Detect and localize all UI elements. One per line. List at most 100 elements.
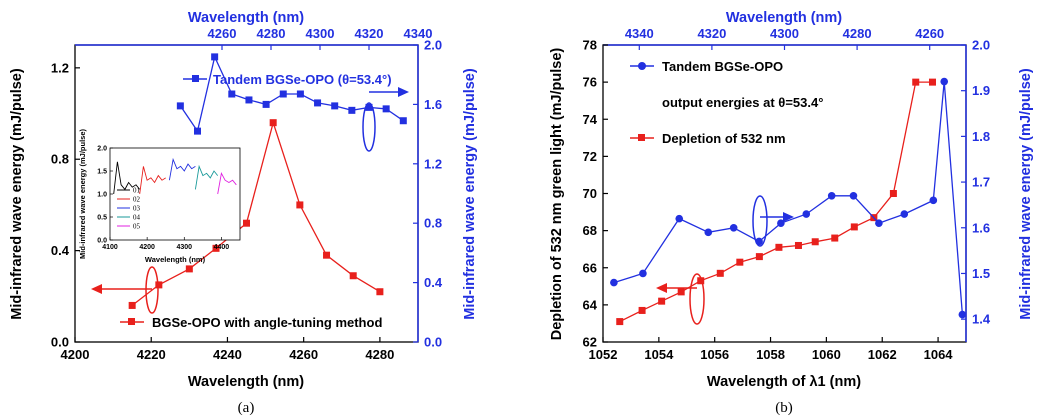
y-tick-label: 78 bbox=[583, 38, 597, 53]
data-point bbox=[900, 210, 909, 218]
y-tick-label: 68 bbox=[583, 223, 597, 238]
right-y-tick-label: 0.4 bbox=[424, 275, 443, 290]
data-point bbox=[704, 228, 713, 237]
x-tick-label: 1062 bbox=[868, 347, 897, 362]
x-tick-label: 4220 bbox=[137, 347, 166, 362]
y-tick-label: 0.0 bbox=[51, 335, 69, 350]
inset-series-line bbox=[139, 166, 166, 195]
data-point bbox=[212, 244, 220, 252]
data-point bbox=[365, 103, 373, 111]
inset-legend-label: 04 bbox=[133, 214, 141, 222]
panel-a-legend-tandem: Tandem BGSe-OPO (θ=53.4°) bbox=[183, 72, 392, 87]
y-tick-label: 62 bbox=[583, 335, 597, 350]
panel-a-ellipse-red-annotation bbox=[91, 266, 159, 314]
panel-b: 1052 1054 1056 1058 1060 1062 1064 62 64 66 68 70 7… bbox=[549, 10, 1034, 416]
data-point bbox=[777, 219, 785, 227]
right-y-tick-label: 0.0 bbox=[424, 335, 442, 350]
panel-b-y-label: Depletion of 532 nm green light (mJ/puls… bbox=[549, 48, 565, 341]
top-x-tick-label: 4300 bbox=[306, 26, 335, 41]
inset-legend-label: 03 bbox=[133, 205, 141, 213]
y-tick-label: 0.4 bbox=[51, 243, 70, 258]
data-point bbox=[211, 53, 219, 61]
y-tick-label: 64 bbox=[583, 297, 598, 312]
panel-b-frame bbox=[602, 44, 967, 343]
data-point bbox=[850, 223, 858, 231]
data-point bbox=[314, 99, 322, 107]
y-tick-label: 66 bbox=[583, 260, 597, 275]
data-point bbox=[849, 191, 858, 200]
data-point bbox=[638, 306, 646, 314]
inset-x-tick-label: 4200 bbox=[139, 244, 155, 251]
panel-a-ellipse-blue-annotation bbox=[362, 87, 409, 152]
panel-a-inset: 4100 4200 4300 4400 0.0 0.5 1.0 1.5 2.0 01020304… bbox=[78, 128, 241, 264]
panel-b-bottom-ticks: 1052 1054 1056 1058 1060 1062 1064 bbox=[589, 337, 954, 362]
data-point bbox=[262, 100, 270, 108]
panel-a-x-label: Wavelength (nm) bbox=[188, 374, 304, 390]
x-tick-label: 4240 bbox=[213, 347, 242, 362]
panel-b-series-tandem bbox=[610, 77, 967, 319]
top-x-tick-label: 4260 bbox=[208, 26, 237, 41]
y-tick-label: 72 bbox=[583, 149, 597, 164]
data-point bbox=[616, 318, 624, 326]
y-tick-label: 0.8 bbox=[51, 152, 69, 167]
inset-series-line bbox=[168, 157, 196, 181]
inset-y-tick-label: 1.0 bbox=[97, 192, 107, 199]
right-y-tick-label: 2.0 bbox=[424, 38, 442, 53]
inset-x-tick-label: 4400 bbox=[214, 244, 230, 251]
data-point bbox=[610, 278, 618, 287]
panel-a-inset-y-label-text: Mid-infrared wave energy (mJ/pulse) bbox=[78, 128, 87, 259]
x-tick-label: 4260 bbox=[289, 347, 318, 362]
data-point bbox=[128, 301, 136, 309]
data-point bbox=[228, 90, 236, 98]
data-point bbox=[185, 265, 193, 273]
y-tick-label: 76 bbox=[583, 75, 597, 90]
panel-b-right-ticks: 1.4 1.5 1.6 1.7 1.8 1.9 2.0 bbox=[961, 38, 991, 327]
x-tick-label: 1060 bbox=[812, 347, 841, 362]
data-point bbox=[958, 310, 967, 319]
right-y-tick-label: 1.9 bbox=[972, 83, 990, 98]
inset-series-line bbox=[217, 171, 237, 195]
x-tick-label: 1064 bbox=[924, 347, 954, 362]
right-y-tick-label: 1.5 bbox=[972, 266, 990, 281]
x-tick-label: 1054 bbox=[644, 347, 674, 362]
data-point bbox=[827, 191, 836, 200]
panel-a-inset-y-label: Mid-infrared wave energy (mJ/pulse) bbox=[78, 128, 87, 259]
data-point bbox=[382, 105, 390, 113]
series-line bbox=[613, 81, 964, 315]
data-point bbox=[269, 119, 277, 127]
top-x-tick-label: 4300 bbox=[770, 26, 799, 41]
data-point bbox=[940, 77, 949, 86]
panel-b-legend-tandem-label-2: output energies at θ=53.4° bbox=[662, 95, 823, 110]
data-point bbox=[875, 219, 883, 227]
panel-a-inset-ticks: 4100 4200 4300 4400 0.0 0.5 1.0 1.5 2.0 bbox=[97, 146, 229, 252]
inset-legend-label: 05 bbox=[133, 223, 141, 231]
data-point bbox=[658, 297, 666, 305]
x-tick-label: 4200 bbox=[61, 347, 90, 362]
data-point bbox=[889, 190, 897, 197]
x-tick-label: 4280 bbox=[365, 347, 394, 362]
y-tick-label: 70 bbox=[583, 186, 597, 201]
data-point bbox=[697, 277, 705, 285]
top-x-tick-label: 4280 bbox=[843, 26, 872, 41]
right-y-tick-label: 0.8 bbox=[424, 216, 442, 231]
data-point bbox=[245, 96, 253, 104]
inset-y-tick-label: 0.5 bbox=[97, 215, 107, 222]
panel-b-legend-tandem-label: Tandem BGSe-OPO bbox=[662, 59, 783, 74]
series-line bbox=[179, 54, 404, 133]
data-point bbox=[811, 238, 819, 246]
data-point bbox=[331, 102, 339, 110]
data-point bbox=[296, 90, 304, 98]
data-point bbox=[928, 78, 936, 86]
data-point bbox=[323, 251, 331, 259]
top-x-tick-label: 4320 bbox=[697, 26, 726, 41]
top-x-tick-label: 4260 bbox=[915, 26, 944, 41]
panel-a-series-angle-tuning bbox=[128, 119, 384, 309]
panel-a: 4200 4220 4240 4260 4280 0.00.40.81.2 4260 42… bbox=[9, 10, 478, 416]
inset-series-line bbox=[194, 164, 219, 190]
panel-a-legend-angle-label: BGSe-OPO with angle-tuning method bbox=[152, 315, 382, 330]
panel-a-caption: (a) bbox=[238, 400, 255, 416]
panel-b-caption: (b) bbox=[775, 400, 793, 416]
panel-a-top-ticks: 4260 4280 4300 4320 4340 bbox=[208, 26, 432, 50]
data-point bbox=[348, 106, 356, 114]
right-y-tick-label: 1.8 bbox=[972, 129, 990, 144]
